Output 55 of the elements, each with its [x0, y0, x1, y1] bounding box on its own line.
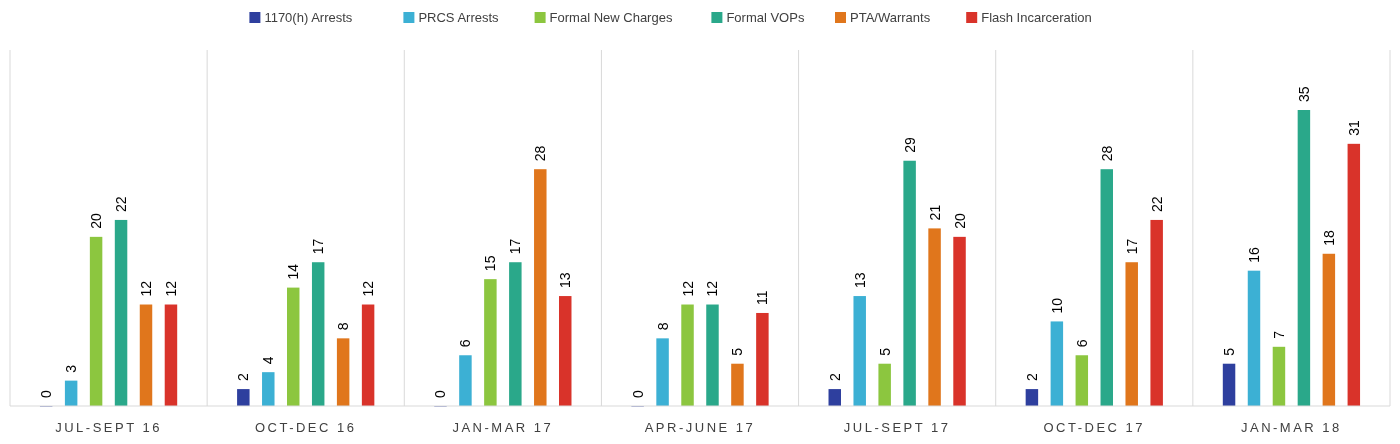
x-tick-label: OCT-DEC 17	[1043, 420, 1146, 435]
data-label: 11	[754, 290, 771, 305]
legend-label: Formal New Charges	[549, 10, 673, 25]
data-label: 17	[1123, 238, 1140, 255]
data-label: 10	[1048, 297, 1065, 314]
data-label: 22	[1148, 196, 1165, 212]
x-tick-label: APR-JUNE 17	[644, 420, 756, 435]
data-label: 5	[876, 347, 893, 356]
data-label: 12	[162, 280, 179, 297]
data-label: 16	[1246, 246, 1262, 263]
data-label: 5	[729, 347, 746, 356]
x-tick-label: JAN-MAR 18	[1241, 420, 1342, 435]
data-label: 21	[926, 204, 943, 221]
data-label: 31	[1345, 120, 1362, 136]
legend-label: Flash Incarceration	[981, 10, 1092, 25]
x-tick-label: JAN-MAR 17	[452, 420, 554, 435]
data-label: 28	[532, 145, 549, 162]
data-label: 17	[507, 238, 524, 255]
data-label: 17	[310, 238, 327, 255]
legend-label: PTA/Warrants	[850, 10, 931, 25]
data-label: 13	[851, 272, 868, 289]
data-label: 3	[63, 364, 80, 373]
x-tick-label: OCT-DEC 16	[254, 420, 357, 435]
data-label: 0	[629, 390, 646, 398]
data-label: 5	[1221, 347, 1238, 356]
data-label: 13	[557, 272, 574, 289]
data-label: 4	[260, 356, 277, 365]
legend-label: PRCS Arrests	[418, 10, 500, 25]
data-label: 6	[1073, 339, 1090, 348]
data-label: 15	[482, 255, 499, 272]
data-label: 28	[1098, 145, 1115, 162]
data-label: 7	[1270, 330, 1287, 339]
data-label: 8	[654, 322, 671, 331]
data-label: 20	[951, 213, 968, 229]
data-label: 0	[38, 390, 55, 398]
data-label: 22	[113, 196, 130, 212]
data-label: 2	[1023, 373, 1040, 382]
data-label: 35	[1295, 86, 1312, 102]
data-label: 12	[360, 280, 377, 297]
data-label: 12	[138, 280, 154, 297]
data-label: 6	[457, 339, 474, 348]
data-label: 18	[1320, 229, 1337, 246]
data-label: 12	[679, 280, 696, 297]
data-label: 29	[901, 136, 918, 153]
data-label: 0	[432, 390, 449, 398]
data-label: 8	[335, 322, 352, 331]
legend-label: 1170(h) Arrests	[264, 10, 353, 25]
data-label: 2	[235, 373, 252, 382]
data-label: 14	[285, 263, 302, 280]
legend-label: Formal VOPs	[726, 10, 805, 25]
x-tick-label: JUL-SEPT 17	[843, 420, 951, 435]
data-label: 20	[88, 213, 105, 229]
data-label: 2	[826, 373, 843, 382]
data-label: 12	[704, 280, 721, 297]
x-tick-label: JUL-SEPT 16	[55, 420, 162, 435]
